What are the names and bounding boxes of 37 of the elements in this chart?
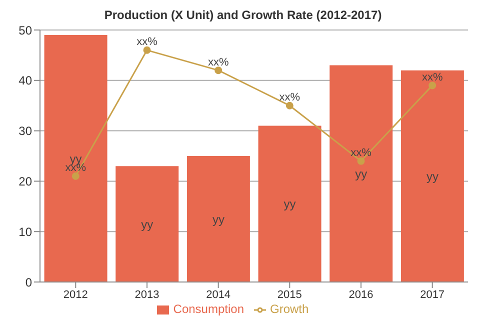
point (143, 46, 151, 54)
x-tick-label: 2016 (348, 288, 374, 301)
bar (186, 156, 250, 282)
data-label: xx% (279, 92, 300, 104)
point (72, 172, 80, 180)
legend-label: Growth (270, 302, 309, 316)
data-label: yy (212, 212, 224, 226)
y-tick-label: 0 (25, 275, 32, 290)
x-tick-label: 2013 (134, 288, 160, 301)
data-label: yy (141, 217, 154, 232)
data-label: yy (355, 166, 368, 181)
x-tick-label: 2015 (277, 288, 302, 301)
y-tick-label: 30 (18, 124, 32, 138)
data-label: xx% (136, 36, 158, 48)
legend-label: Consumption (173, 302, 244, 316)
x-tick-label: 2017 (420, 288, 445, 301)
x-tick-label: 2012 (63, 288, 88, 301)
bar (258, 126, 322, 282)
y-tick-label: 40 (18, 74, 32, 88)
data-label: yy (284, 197, 296, 212)
point (428, 82, 436, 90)
point (357, 157, 365, 165)
bar (330, 65, 393, 282)
data-label: xx% (422, 71, 443, 84)
data-label: yy (426, 169, 438, 184)
chart-title: Production (X Unit) and Growth Rate (2012-2017) (103, 8, 383, 24)
point (286, 102, 294, 110)
point (214, 66, 222, 74)
bar (116, 166, 179, 282)
y-tick-label: 50 (18, 23, 32, 38)
x-tick-label: 2014 (206, 288, 231, 301)
y-tick-label: 10 (18, 224, 32, 239)
bar (44, 35, 108, 282)
data-label: xx% (208, 56, 229, 68)
y-tick-label: 20 (18, 174, 32, 188)
bar (400, 70, 464, 282)
data-label: xx% (350, 147, 372, 160)
